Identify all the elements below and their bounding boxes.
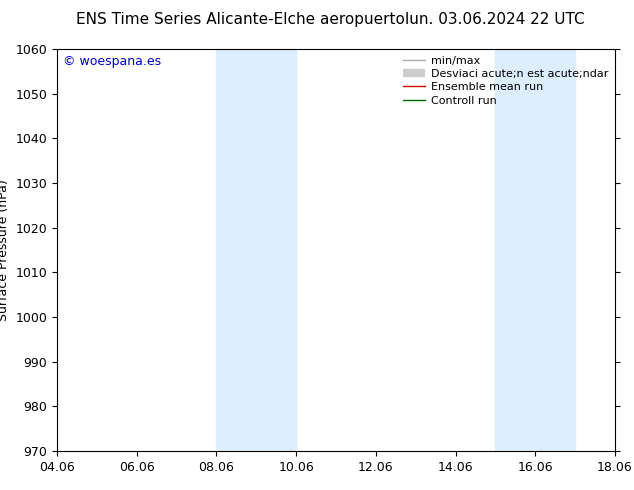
Y-axis label: Surface Pressure (hPa): Surface Pressure (hPa) (0, 179, 10, 321)
Bar (256, 49, 296, 451)
Bar (216, 49, 256, 451)
Bar (495, 49, 535, 451)
Text: lun. 03.06.2024 22 UTC: lun. 03.06.2024 22 UTC (404, 12, 585, 27)
Text: ENS Time Series Alicante-Elche aeropuerto: ENS Time Series Alicante-Elche aeropuert… (77, 12, 405, 27)
Legend: min/max, Desviaci acute;n est acute;ndar, Ensemble mean run, Controll run: min/max, Desviaci acute;n est acute;ndar… (399, 51, 612, 110)
Text: © woespana.es: © woespana.es (63, 55, 161, 68)
Bar (535, 49, 575, 451)
